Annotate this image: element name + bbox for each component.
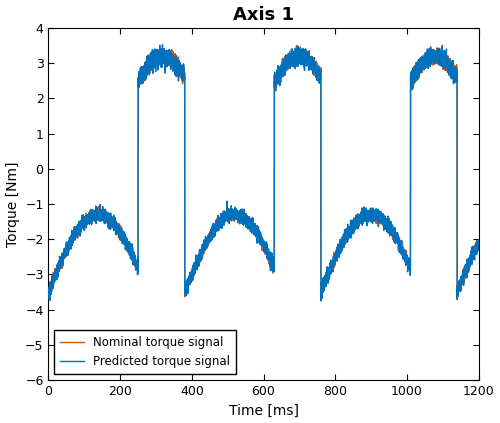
Nominal torque signal	[182, 294, 188, 299]
Predicted torque signal	[304, 49, 310, 54]
Nominal torque signal	[124, 240, 130, 245]
Nominal torque signal	[476, 238, 482, 243]
Predicted torque signal	[326, 266, 332, 271]
Predicted torque signal	[160, 42, 166, 47]
Predicted torque signal	[318, 298, 324, 303]
Predicted torque signal	[400, 244, 406, 250]
Predicted torque signal	[46, 287, 52, 292]
Nominal torque signal	[366, 217, 372, 222]
Predicted torque signal	[476, 241, 482, 246]
Nominal torque signal	[294, 43, 300, 48]
Y-axis label: Torque [Nm]: Torque [Nm]	[6, 161, 20, 247]
Line: Predicted torque signal: Predicted torque signal	[48, 45, 478, 301]
Nominal torque signal	[46, 287, 52, 292]
Nominal torque signal	[210, 236, 216, 241]
X-axis label: Time [ms]: Time [ms]	[228, 404, 298, 418]
Line: Nominal torque signal: Nominal torque signal	[48, 46, 478, 297]
Nominal torque signal	[400, 249, 406, 254]
Predicted torque signal	[124, 242, 130, 247]
Predicted torque signal	[366, 214, 372, 220]
Nominal torque signal	[304, 58, 310, 63]
Title: Axis 1: Axis 1	[233, 5, 294, 24]
Nominal torque signal	[326, 275, 332, 280]
Predicted torque signal	[210, 233, 216, 238]
Legend: Nominal torque signal, Predicted torque signal: Nominal torque signal, Predicted torque …	[54, 330, 236, 374]
